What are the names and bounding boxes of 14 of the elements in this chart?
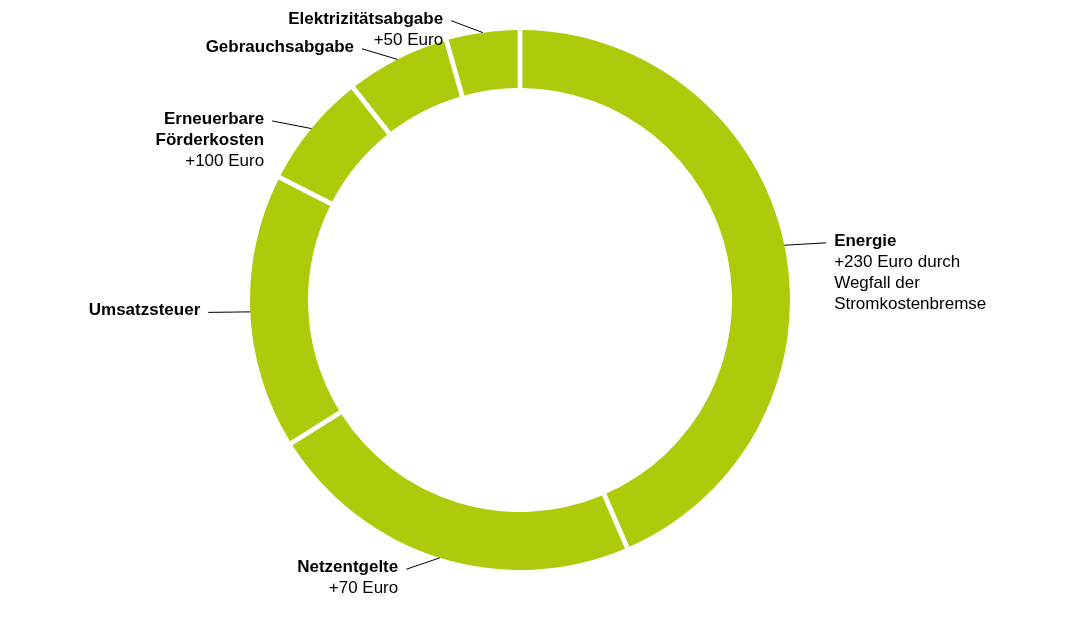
slice-label: Gebrauchsabgabe (205, 36, 354, 56)
slice-label: Netzentgelte (297, 557, 399, 577)
donut-slice (448, 30, 518, 96)
donut-slice (522, 30, 790, 547)
text: +230 Euro durch Wegfall der Stromkostenbremse (834, 251, 987, 313)
slice-label: Elektrizitätsabgabe (288, 8, 444, 28)
text: +70 Euro (328, 578, 399, 598)
slice-label: Energie (834, 230, 897, 250)
donut-slice (250, 179, 340, 442)
slice-label: Umsatzsteuer (88, 300, 201, 320)
text: +100 Euro (185, 150, 265, 170)
donut-slice (280, 89, 388, 202)
text: +50 Euro (373, 29, 444, 49)
slice-label: Erneuerbare Förderkosten (155, 108, 265, 149)
